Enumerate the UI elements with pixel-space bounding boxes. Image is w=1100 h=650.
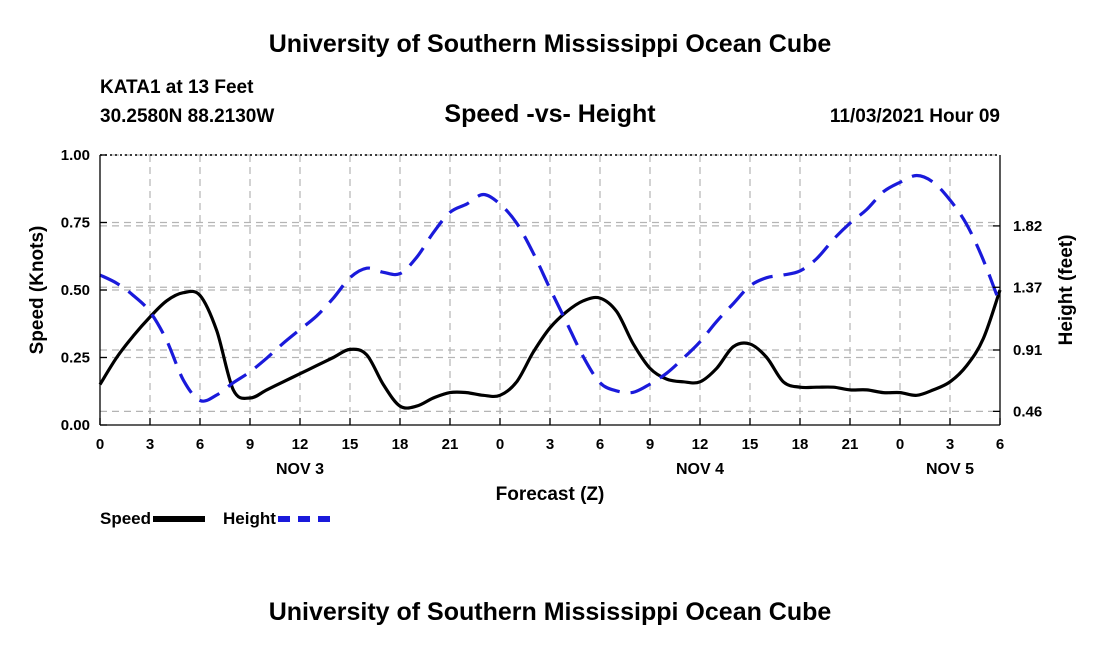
x-tick-label: 21 (842, 436, 859, 453)
y2-tick-label: 1.82 (1013, 218, 1042, 235)
x-tick-label: 3 (546, 436, 554, 453)
y2-tick-label: 0.46 (1013, 403, 1042, 420)
y-tick-label: 0.50 (61, 282, 90, 299)
x-tick-label: 6 (996, 436, 1004, 453)
y-tick-label: 1.00 (61, 147, 90, 164)
station-coordinates: 30.2580N 88.2130W (100, 106, 275, 127)
footer-title: University of Southern Mississippi Ocean… (268, 598, 832, 626)
x-tick-label: 6 (596, 436, 604, 453)
y2-axis-title: Height (feet) (1056, 235, 1077, 346)
x-tick-label: 15 (742, 436, 759, 453)
x-tick-label: 0 (896, 436, 904, 453)
day-label: NOV 5 (926, 461, 974, 478)
y-tick-label: 0.75 (61, 215, 90, 232)
forecast-datetime: 11/03/2021 Hour 09 (829, 106, 1000, 127)
x-tick-label: 18 (792, 436, 809, 453)
x-tick-label: 3 (146, 436, 154, 453)
station-name: KATA1 at 13 Feet (100, 77, 254, 98)
legend-label-height: Height (223, 509, 276, 528)
main-title: University of Southern Mississippi Ocean… (268, 30, 832, 58)
chart-title: Speed -vs- Height (444, 100, 656, 128)
legend-item-speed: Speed (100, 509, 206, 529)
x-tick-label: 18 (392, 436, 409, 453)
y-axis-title: Speed (Knots) (27, 226, 48, 355)
legend-item-height: Height (223, 509, 330, 529)
day-label: NOV 4 (676, 461, 724, 478)
x-tick-label: 6 (196, 436, 204, 453)
x-tick-label: 12 (692, 436, 709, 453)
y2-tick-label: 1.37 (1013, 279, 1042, 296)
legend-swatch-height (277, 516, 330, 522)
x-tick-label: 12 (292, 436, 309, 453)
x-tick-label: 15 (342, 436, 359, 453)
x-axis-title: Forecast (Z) (496, 484, 605, 505)
y2-tick-label: 0.91 (1013, 342, 1042, 359)
legend-label-speed: Speed (100, 509, 152, 528)
x-tick-label: 21 (442, 436, 459, 453)
series-line-height (99, 173, 1002, 403)
legend: Speed Height (100, 509, 348, 529)
y-tick-label: 0.00 (61, 417, 90, 434)
axes: 0 3 6 9 12 15 18 21 0 3 6 9 12 15 18 21 0 3 6 NOV 3 NOV 4 NOV… (61, 147, 1042, 478)
x-tick-label: 9 (246, 436, 254, 453)
x-tick-label: 9 (646, 436, 654, 453)
x-tick-label: 3 (946, 436, 954, 453)
legend-swatch-speed (153, 516, 206, 522)
series-line-speed (98, 289, 1002, 410)
axis-labels: Forecast (Z) Speed (Knots) Height (feet) (27, 226, 1077, 505)
grid-lines (100, 154, 1000, 425)
day-label: NOV 3 (276, 461, 324, 478)
x-tick-label: 0 (496, 436, 504, 453)
y-tick-label: 0.25 (61, 350, 90, 367)
x-tick-label: 0 (96, 436, 104, 453)
series-lines (98, 173, 1002, 410)
